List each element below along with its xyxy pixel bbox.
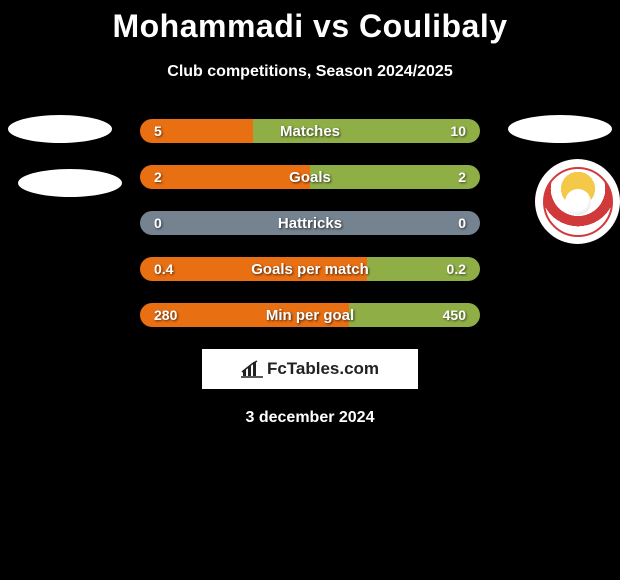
- bar-right-value: 450: [443, 303, 466, 327]
- bars-area: 510Matches22Goals00Hattricks0.40.2Goals …: [0, 119, 620, 327]
- footer-attribution: FcTables.com: [202, 349, 418, 389]
- stat-bar: 280450Min per goal: [140, 303, 480, 327]
- footer-text: FcTables.com: [267, 359, 379, 379]
- right-player-placeholder: [508, 115, 612, 143]
- bar-left-value: 0.4: [154, 257, 173, 281]
- subtitle: Club competitions, Season 2024/2025: [0, 63, 620, 81]
- bar-left-value: 0: [154, 211, 162, 235]
- stat-bar: 0.40.2Goals per match: [140, 257, 480, 281]
- bars-list: 510Matches22Goals00Hattricks0.40.2Goals …: [0, 119, 620, 327]
- bar-left-value: 5: [154, 119, 162, 143]
- right-club-badge: [535, 159, 620, 244]
- bar-right-value: 2: [458, 165, 466, 189]
- stat-bar: 22Goals: [140, 165, 480, 189]
- comparison-card: Mohammadi vs Coulibaly Club competitions…: [0, 0, 620, 427]
- bar-left-segment: [140, 211, 480, 235]
- stat-bar: 00Hattricks: [140, 211, 480, 235]
- stat-bar: 510Matches: [140, 119, 480, 143]
- bar-left-segment: [140, 257, 367, 281]
- page-title: Mohammadi vs Coulibaly: [0, 8, 620, 45]
- left-player-placeholder-2: [18, 169, 122, 197]
- bar-right-value: 10: [450, 119, 466, 143]
- club-badge-graphic: [543, 167, 613, 237]
- bar-left-value: 2: [154, 165, 162, 189]
- bar-right-segment: [310, 165, 480, 189]
- bar-chart-icon: [241, 360, 263, 378]
- left-player-placeholder-1: [8, 115, 112, 143]
- bar-right-value: 0: [458, 211, 466, 235]
- bar-left-value: 280: [154, 303, 177, 327]
- bar-left-segment: [140, 165, 310, 189]
- bar-right-value: 0.2: [447, 257, 466, 281]
- date-text: 3 december 2024: [0, 409, 620, 427]
- soccer-ball-icon: [565, 189, 591, 215]
- bar-right-segment: [253, 119, 480, 143]
